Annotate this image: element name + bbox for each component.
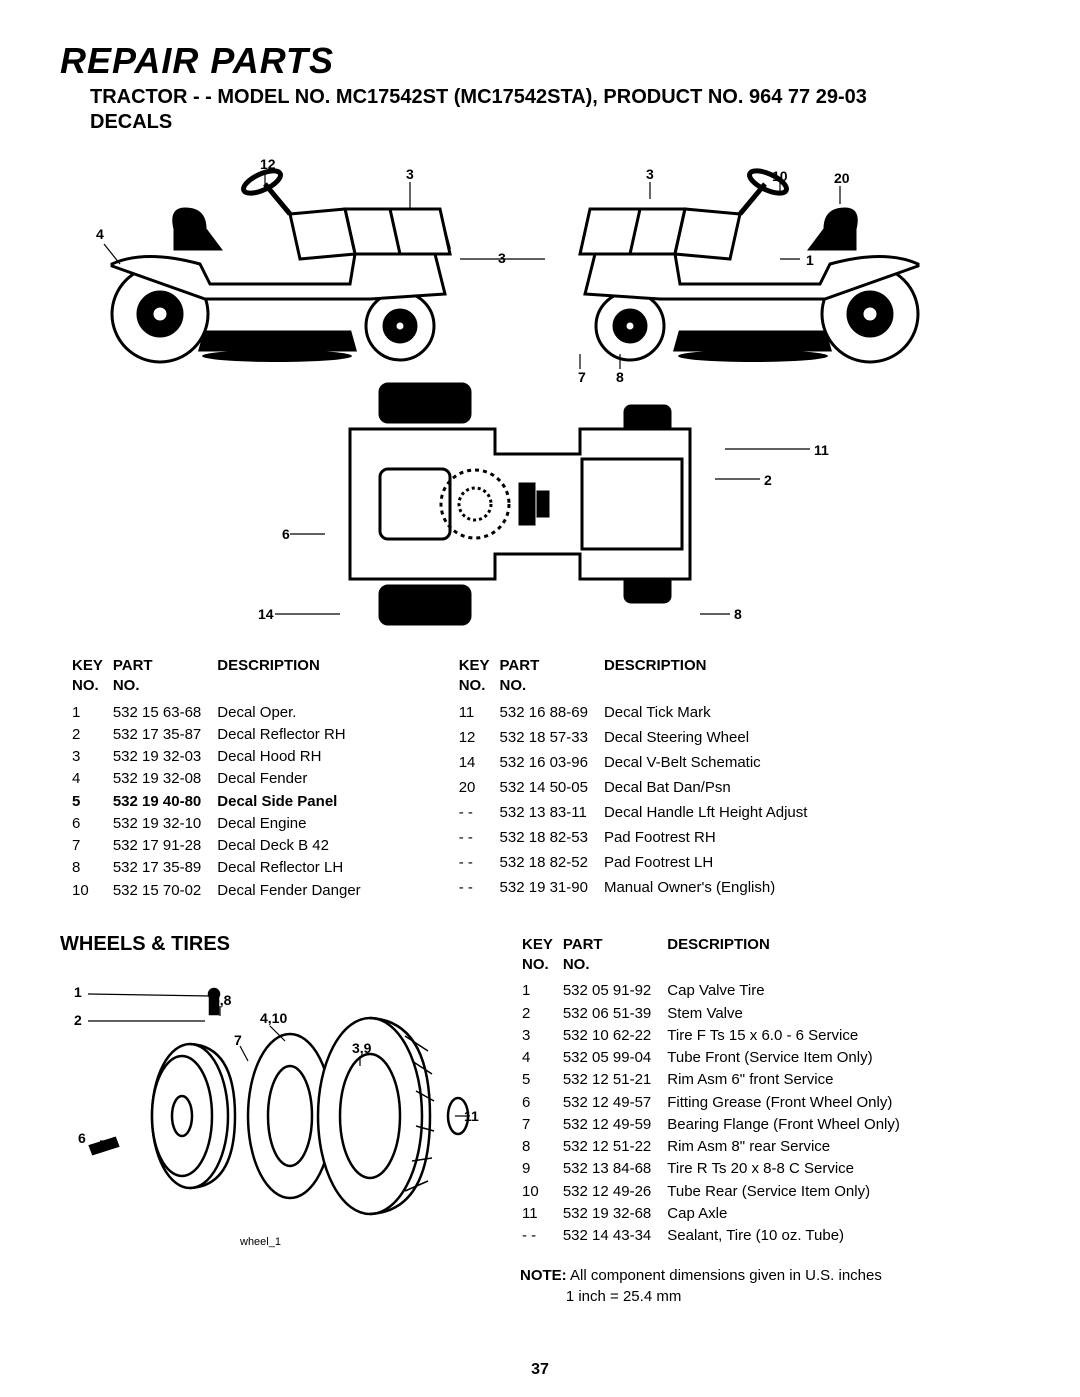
table-row: 20532 14 50-05Decal Bat Dan/Psn: [459, 778, 822, 801]
col-desc: DESCRIPTION: [217, 656, 374, 701]
col-desc: DESCRIPTION: [667, 935, 914, 980]
table-row: 10532 15 70-02Decal Fender Danger: [72, 881, 375, 901]
wcall-6: 6: [78, 1130, 86, 1146]
wcall-1: 1: [74, 984, 82, 1000]
wheels-svg: [60, 966, 480, 1236]
table-row: 7532 17 91-28Decal Deck B 42: [72, 836, 375, 856]
wheels-table: KEYNO. PARTNO. DESCRIPTION 1532 05 91-92…: [520, 933, 916, 1249]
table-row: 8532 17 35-89Decal Reflector LH: [72, 858, 375, 878]
table-row: 3532 19 32-03Decal Hood RH: [72, 747, 375, 767]
wheels-title: WHEELS & TIRES: [60, 933, 490, 956]
table-row: 7532 12 49-59Bearing Flange (Front Wheel…: [522, 1115, 914, 1135]
callout-3c: 3: [646, 166, 654, 182]
callout-lines: [60, 144, 1020, 644]
callout-8a: 8: [616, 369, 624, 385]
table-row: - -532 18 82-52Pad Footrest LH: [459, 853, 822, 876]
callout-12: 12: [260, 156, 276, 172]
note-label: NOTE:: [520, 1267, 567, 1284]
wcall-11: 11: [464, 1108, 479, 1124]
note-conv: 1 inch = 25.4 mm: [566, 1288, 681, 1305]
wcall-410: 4,10: [260, 1010, 287, 1026]
col-part: PARTNO.: [563, 935, 665, 980]
table-row: 1532 15 63-68Decal Oper.: [72, 703, 375, 723]
table-row: 3532 10 62-22Tire F Ts 15 x 6.0 - 6 Serv…: [522, 1026, 914, 1046]
table-row: 12532 18 57-33Decal Steering Wheel: [459, 728, 822, 751]
table-row: 2532 06 51-39Stem Valve: [522, 1004, 914, 1024]
page-title: REPAIR PARTS: [60, 40, 1020, 82]
callout-7: 7: [578, 369, 586, 385]
model-subtitle: TRACTOR - - MODEL NO. MC17542ST (MC17542…: [90, 86, 1020, 109]
callout-8b: 8: [734, 606, 742, 622]
table-row: - -532 13 83-11Decal Handle Lft Height A…: [459, 803, 822, 826]
callout-11: 11: [814, 442, 829, 458]
table-row: 5532 12 51-21Rim Asm 6" front Service: [522, 1070, 914, 1090]
wcall-2: 2: [74, 1012, 82, 1028]
table-row: 10532 12 49-26Tube Rear (Service Item On…: [522, 1182, 914, 1202]
wheels-section: WHEELS & TIRES: [60, 933, 1020, 1307]
page-number: 37: [0, 1361, 1080, 1379]
callout-2: 2: [764, 472, 772, 488]
table-row: 11532 19 32-68Cap Axle: [522, 1204, 914, 1224]
col-part: PARTNO.: [113, 656, 215, 701]
note-text: All component dimensions given in U.S. i…: [570, 1267, 882, 1284]
table-row: 1532 05 91-92Cap Valve Tire: [522, 981, 914, 1001]
col-key: KEYNO.: [522, 935, 561, 980]
wcall-39: 3,9: [352, 1040, 371, 1056]
callout-14: 14: [258, 606, 274, 622]
decals-table-right: KEYNO. PARTNO. DESCRIPTION 11532 16 88-6…: [457, 654, 824, 903]
decals-label: DECALS: [90, 111, 1020, 134]
table-row: 6532 19 32-10Decal Engine: [72, 814, 375, 834]
col-part: PARTNO.: [500, 656, 602, 701]
callout-3a: 3: [406, 166, 414, 182]
col-key: KEYNO.: [72, 656, 111, 701]
callout-3b: 3: [498, 250, 506, 266]
decals-diagram: 12 4 3 3 6 14 3 10 20 1 8 7 11 2 8: [60, 144, 1020, 644]
callout-6: 6: [282, 526, 290, 542]
decals-table-left: KEYNO. PARTNO. DESCRIPTION 1532 15 63-68…: [70, 654, 377, 903]
wheel-caption: wheel_1: [240, 1236, 281, 1248]
decals-tables: KEYNO. PARTNO. DESCRIPTION 1532 15 63-68…: [60, 654, 1020, 903]
callout-1: 1: [806, 252, 814, 268]
note-block: NOTE: All component dimensions given in …: [520, 1266, 1020, 1307]
wcall-58: 5,8: [212, 992, 231, 1008]
table-row: 8532 12 51-22Rim Asm 8" rear Service: [522, 1137, 914, 1157]
table-row: 9532 13 84-68Tire R Ts 20 x 8-8 C Servic…: [522, 1159, 914, 1179]
wcall-7: 7: [234, 1032, 242, 1048]
table-row: 4532 05 99-04Tube Front (Service Item On…: [522, 1048, 914, 1068]
table-row: 11532 16 88-69Decal Tick Mark: [459, 703, 822, 726]
table-row: 4532 19 32-08Decal Fender: [72, 769, 375, 789]
callout-20: 20: [834, 170, 850, 186]
table-row: - -532 19 31-90Manual Owner's (English): [459, 878, 822, 901]
table-row: 2532 17 35-87Decal Reflector RH: [72, 725, 375, 745]
wheels-diagram: 1 2 5,8 4,10 7 3,9 6 11 wheel_1: [60, 966, 480, 1246]
callout-10: 10: [772, 168, 788, 184]
table-row: - -532 18 82-53Pad Footrest RH: [459, 828, 822, 851]
col-desc: DESCRIPTION: [604, 656, 821, 701]
callout-4: 4: [96, 226, 104, 242]
table-row: - -532 14 43-34Sealant, Tire (10 oz. Tub…: [522, 1226, 914, 1246]
col-key: KEYNO.: [459, 656, 498, 701]
table-row: 6532 12 49-57Fitting Grease (Front Wheel…: [522, 1093, 914, 1113]
table-row: 5532 19 40-80Decal Side Panel: [72, 792, 375, 812]
table-row: 14532 16 03-96Decal V-Belt Schematic: [459, 753, 822, 776]
